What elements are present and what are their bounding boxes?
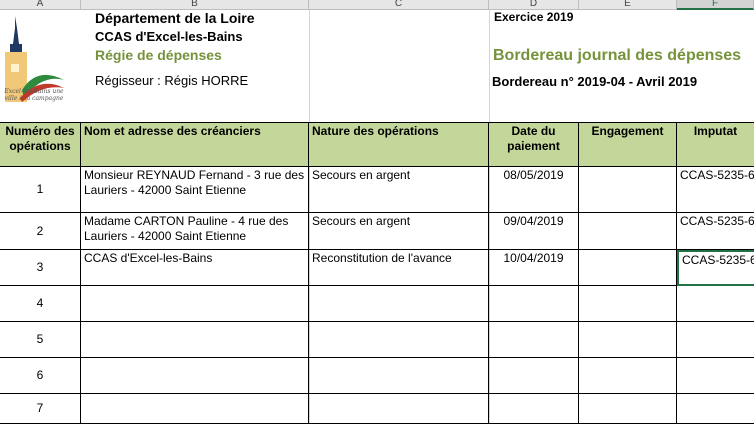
row-number-cell[interactable]: 5 xyxy=(0,322,81,358)
table-cell[interactable]: Madame CARTON Pauline - 4 rue des Laurie… xyxy=(81,213,309,250)
regisseur-label: Régisseur : Régis HORRE xyxy=(95,73,249,88)
row-number-cell[interactable]: 2 xyxy=(0,213,81,250)
table-cell[interactable]: Reconstitution de l'avance xyxy=(309,250,489,286)
gridline xyxy=(489,10,490,424)
table-cell[interactable] xyxy=(489,322,579,358)
row-number-cell[interactable]: 4 xyxy=(0,286,81,322)
table-cell[interactable]: 08/05/2019 xyxy=(489,167,579,213)
column-title[interactable]: Numéro des opérations xyxy=(0,122,81,167)
column-header-F[interactable]: F xyxy=(677,0,754,10)
row-number-cell[interactable]: 6 xyxy=(0,358,81,394)
table-cell[interactable] xyxy=(677,394,754,424)
table-cell[interactable] xyxy=(309,358,489,394)
table-cell[interactable]: Monsieur REYNAUD Fernand - 3 rue des Lau… xyxy=(81,167,309,213)
column-title[interactable]: Nature des opérations xyxy=(309,122,489,167)
table-cell[interactable]: 10/04/2019 xyxy=(489,250,579,286)
row-number-cell[interactable]: 3 xyxy=(0,250,81,286)
table-cell[interactable]: 09/04/2019 xyxy=(489,213,579,250)
table-cell[interactable] xyxy=(309,322,489,358)
table-cell[interactable]: Secours en argent xyxy=(309,167,489,213)
table-cell[interactable]: CCAS-5235-6 xyxy=(677,213,754,250)
table-cell[interactable] xyxy=(579,358,677,394)
table-cell[interactable] xyxy=(489,358,579,394)
bordereau-label: Bordereau n° 2019-04 - Avril 2019 xyxy=(492,74,698,89)
table-cell[interactable] xyxy=(579,250,677,286)
table-cell[interactable] xyxy=(489,286,579,322)
dept-label: Département de la Loire xyxy=(95,10,255,26)
regie-label: Régie de dépenses xyxy=(95,47,222,63)
column-title[interactable]: Nom et adresse des créanciers xyxy=(81,122,309,167)
ccas-label: CCAS d'Excel-les-Bains xyxy=(95,29,243,44)
table-cell[interactable]: CCAS d'Excel-les-Bains xyxy=(81,250,309,286)
column-header-A[interactable]: A xyxy=(0,0,81,10)
column-title[interactable]: Date du paiement xyxy=(489,122,579,167)
table-cell[interactable] xyxy=(579,394,677,424)
table-cell[interactable] xyxy=(579,322,677,358)
column-title[interactable]: Imputat xyxy=(677,122,754,167)
bell-tower-icon xyxy=(5,16,64,102)
column-header-C[interactable]: C xyxy=(309,0,489,10)
row-number-cell[interactable]: 7 xyxy=(0,394,81,424)
selected-cell[interactable]: CCAS-5235-6 xyxy=(677,250,754,286)
table-cell[interactable] xyxy=(579,167,677,213)
column-header-E[interactable]: E xyxy=(579,0,677,10)
table-cell[interactable] xyxy=(81,322,309,358)
table-cell[interactable] xyxy=(81,394,309,424)
row-number-cell[interactable]: 1 xyxy=(0,167,81,213)
column-header-B[interactable]: B xyxy=(81,0,309,10)
table-cell[interactable] xyxy=(81,358,309,394)
table-cell[interactable] xyxy=(309,394,489,424)
page-title: Bordereau journal des dépenses xyxy=(493,47,742,64)
gridline xyxy=(309,10,310,424)
logo-text: Excel-les-Bains une ville à la campagne xyxy=(4,88,64,102)
table-cell[interactable]: Secours en argent xyxy=(309,213,489,250)
table-cell[interactable] xyxy=(579,286,677,322)
table-cell[interactable] xyxy=(489,394,579,424)
column-header-D[interactable]: D xyxy=(489,0,579,10)
table-cell[interactable] xyxy=(81,286,309,322)
exercice-label: Exercice 2019 xyxy=(494,10,574,24)
logo xyxy=(2,14,66,116)
table-cell[interactable] xyxy=(677,286,754,322)
table-cell[interactable]: CCAS-5235-6 xyxy=(677,167,754,213)
table-cell[interactable] xyxy=(309,286,489,322)
column-title[interactable]: Engagement xyxy=(579,122,677,167)
table-cell[interactable] xyxy=(677,358,754,394)
table-cell[interactable] xyxy=(579,213,677,250)
table-cell[interactable] xyxy=(677,322,754,358)
